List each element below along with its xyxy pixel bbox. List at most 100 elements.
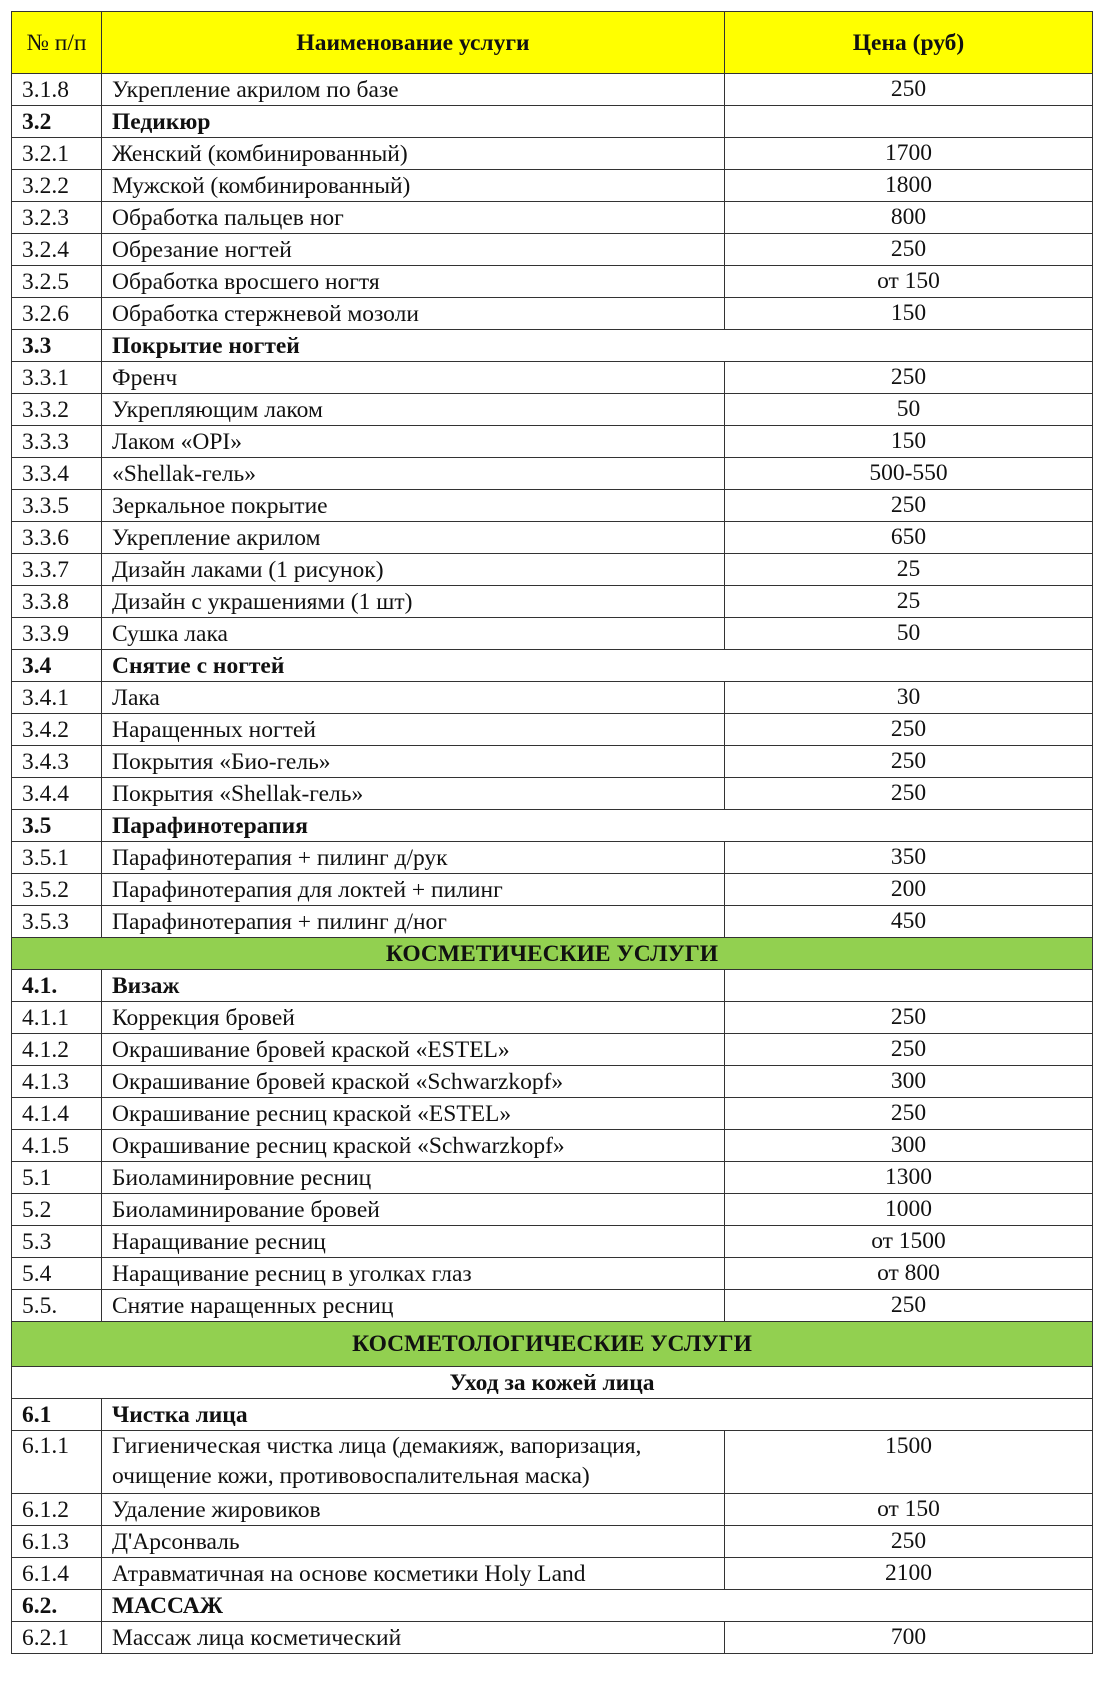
service-number: 3.3.5 xyxy=(11,489,102,522)
service-number: 6.2.1 xyxy=(11,1621,102,1654)
section-row: 6.2. МАССАЖ xyxy=(11,1589,1093,1622)
service-number: 3.2.3 xyxy=(11,201,102,234)
table-row: 3.3.8 Дизайн с украшениями (1 шт) 25 xyxy=(11,585,1093,618)
service-name: Окрашивание бровей краской «ESTEL» xyxy=(101,1033,725,1066)
service-name: Наращивание ресниц xyxy=(101,1225,725,1258)
service-price: 250 xyxy=(724,489,1093,522)
section-title: Покрытие ногтей xyxy=(101,329,1093,362)
section-price-empty xyxy=(724,105,1093,138)
service-name: Зеркальное покрытие xyxy=(101,489,725,522)
section-title: Парафинотерапия xyxy=(101,809,1093,842)
service-price: 150 xyxy=(724,425,1093,458)
category-row: КОСМЕТОЛОГИЧЕСКИЕ УСЛУГИ xyxy=(11,1321,1093,1367)
service-price: 250 xyxy=(724,1001,1093,1034)
table-row: 3.1.8 Укрепление акрилом по базе 250 xyxy=(11,73,1093,106)
service-name: Окрашивание бровей краской «Schwarzkopf» xyxy=(101,1065,725,1098)
service-number: 5.4 xyxy=(11,1257,102,1290)
service-name: Обработка пальцев ног xyxy=(101,201,725,234)
service-number: 3.3.3 xyxy=(11,425,102,458)
section-number: 4.1. xyxy=(11,969,102,1002)
section-row: 3.4 Снятие с ногтей xyxy=(11,649,1093,682)
table-row: 6.1.1 Гигиеническая чистка лица (демакияж… xyxy=(11,1430,1093,1494)
table-row: 3.4.4 Покрытия «Shellak-гель» 250 xyxy=(11,777,1093,810)
service-number: 5.3 xyxy=(11,1225,102,1258)
service-number: 3.4.2 xyxy=(11,713,102,746)
header-service-name: Наименование услуги xyxy=(101,11,725,74)
table-row: 3.3.1 Френч 250 xyxy=(11,361,1093,394)
table-row: 3.3.3 Лаком «OPI» 150 xyxy=(11,425,1093,458)
service-price: 50 xyxy=(724,393,1093,426)
service-price: 250 xyxy=(724,73,1093,106)
service-name: Дизайн с украшениями (1 шт) xyxy=(101,585,725,618)
service-name: Парафинотерапия + пилинг д/рук xyxy=(101,841,725,874)
service-price: 250 xyxy=(724,713,1093,746)
category-row: КОСМЕТИЧЕСКИЕ УСЛУГИ xyxy=(11,937,1093,970)
service-number: 4.1.4 xyxy=(11,1097,102,1130)
service-price: 250 xyxy=(724,745,1093,778)
service-number: 3.2.6 xyxy=(11,297,102,330)
service-price: 300 xyxy=(724,1065,1093,1098)
section-row: 6.1 Чистка лица xyxy=(11,1398,1093,1431)
service-price: 1800 xyxy=(724,169,1093,202)
service-name: Покрытия «Shellak-гель» xyxy=(101,777,725,810)
section-title: Снятие с ногтей xyxy=(101,649,1093,682)
service-price: от 800 xyxy=(724,1257,1093,1290)
section-title: Педикюр xyxy=(101,105,725,138)
service-number: 5.5. xyxy=(11,1289,102,1322)
service-number: 3.3.8 xyxy=(11,585,102,618)
table-row: 4.1.4 Окрашивание ресниц краской «ESTEL» 2… xyxy=(11,1097,1093,1130)
table-row: 3.4.3 Покрытия «Био-гель» 250 xyxy=(11,745,1093,778)
table-row: 4.1.5 Окрашивание ресниц краской «Schwarz… xyxy=(11,1129,1093,1162)
service-number: 6.1.2 xyxy=(11,1493,102,1526)
service-price: 25 xyxy=(724,553,1093,586)
service-price: от 1500 xyxy=(724,1225,1093,1258)
service-name: Коррекция бровей xyxy=(101,1001,725,1034)
service-number: 3.3.1 xyxy=(11,361,102,394)
table-row: 5.3 Наращивание ресниц от 1500 xyxy=(11,1225,1093,1258)
table-row: 3.4.1 Лака 30 xyxy=(11,681,1093,714)
service-number: 5.1 xyxy=(11,1161,102,1194)
service-name: Окрашивание ресниц краской «ESTEL» xyxy=(101,1097,725,1130)
service-number: 5.2 xyxy=(11,1193,102,1226)
category-title: КОСМЕТОЛОГИЧЕСКИЕ УСЛУГИ xyxy=(11,1321,1093,1367)
service-number: 4.1.3 xyxy=(11,1065,102,1098)
service-price: 300 xyxy=(724,1129,1093,1162)
service-price: 30 xyxy=(724,681,1093,714)
service-number: 6.1.1 xyxy=(11,1430,102,1494)
service-number: 4.1.1 xyxy=(11,1001,102,1034)
service-price: 1700 xyxy=(724,137,1093,170)
table-row: 4.1.3 Окрашивание бровей краской «Schwarz… xyxy=(11,1065,1093,1098)
table-row: 5.2 Биоламинирование бровей 1000 xyxy=(11,1193,1093,1226)
service-name: Удаление жировиков xyxy=(101,1493,725,1526)
table-row: 5.1 Биоламинировние ресниц 1300 xyxy=(11,1161,1093,1194)
table-row: 3.2.3 Обработка пальцев ног 800 xyxy=(11,201,1093,234)
service-name: Обработка стержневой мозоли xyxy=(101,297,725,330)
section-row: 3.5 Парафинотерапия xyxy=(11,809,1093,842)
service-number: 3.2.5 xyxy=(11,265,102,298)
service-name: Гигиеническая чистка лица (демакияж, вап… xyxy=(101,1430,725,1494)
service-number: 3.4.1 xyxy=(11,681,102,714)
service-name: Д'Арсонваль xyxy=(101,1525,725,1558)
service-number: 3.4.3 xyxy=(11,745,102,778)
table-row: 3.5.1 Парафинотерапия + пилинг д/рук 350 xyxy=(11,841,1093,874)
table-row: 3.5.2 Парафинотерапия для локтей + пилинг… xyxy=(11,873,1093,906)
service-price: 250 xyxy=(724,1033,1093,1066)
service-price: 200 xyxy=(724,873,1093,906)
service-number: 3.2.2 xyxy=(11,169,102,202)
service-number: 3.1.8 xyxy=(11,73,102,106)
table-row: 3.2.4 Обрезание ногтей 250 xyxy=(11,233,1093,266)
service-name: Укрепляющим лаком xyxy=(101,393,725,426)
service-price: 350 xyxy=(724,841,1093,874)
service-price: от 150 xyxy=(724,1493,1093,1526)
section-number: 3.4 xyxy=(11,649,102,682)
table-row: 6.1.4 Атравматичная на основе косметики H… xyxy=(11,1557,1093,1590)
table-row: 6.1.3 Д'Арсонваль 250 xyxy=(11,1525,1093,1558)
service-price: от 150 xyxy=(724,265,1093,298)
table-row: 3.3.4 «Shellak-гель» 500-550 xyxy=(11,457,1093,490)
service-price: 250 xyxy=(724,233,1093,266)
service-number: 3.4.4 xyxy=(11,777,102,810)
service-number: 6.1.3 xyxy=(11,1525,102,1558)
subheader-row: Уход за кожей лица xyxy=(11,1366,1093,1399)
section-number: 6.1 xyxy=(11,1398,102,1431)
service-name: Наращивание ресниц в уголках глаз xyxy=(101,1257,725,1290)
